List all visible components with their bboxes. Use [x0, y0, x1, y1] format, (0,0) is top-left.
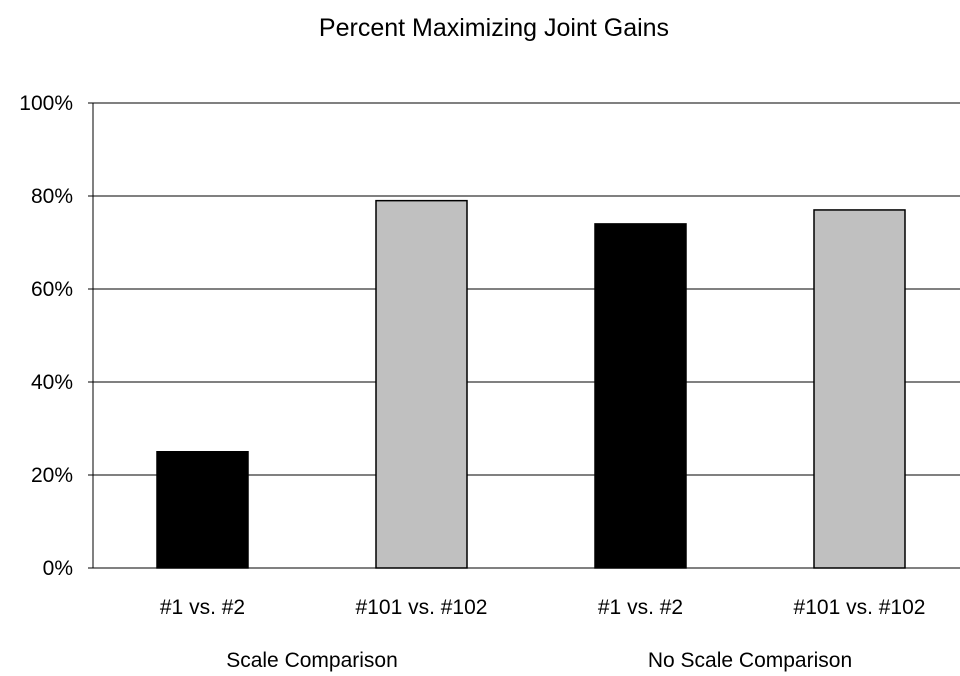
chart-title: Percent Maximizing Joint Gains — [318, 14, 670, 42]
x-tick-label: #101 vs. #102 — [794, 596, 926, 619]
bar — [375, 199, 468, 569]
group-label: Scale Comparison — [226, 649, 398, 672]
y-tick-label: 60% — [31, 278, 73, 301]
bar — [156, 451, 249, 569]
y-tick-label: 20% — [31, 464, 73, 487]
group-labels: Scale Comparison No Scale Comparison — [226, 649, 852, 672]
x-tick-label: #1 vs. #2 — [160, 596, 245, 619]
x-axis-ticks: #1 vs. #2 #101 vs. #102 #1 vs. #2 #101 vs. … — [160, 596, 926, 619]
y-tick-label: 80% — [31, 185, 73, 208]
bar — [594, 223, 687, 569]
x-tick-label: #101 vs. #102 — [356, 596, 488, 619]
bar — [813, 209, 906, 569]
y-tick-label: 40% — [31, 371, 73, 394]
y-tick-label: 100% — [19, 92, 73, 115]
y-axis-ticks: 0% 20% 40% 60% 80% 100% — [19, 92, 93, 580]
y-tick-label: 0% — [43, 557, 73, 580]
x-tick-label: #1 vs. #2 — [598, 596, 683, 619]
bars — [156, 199, 906, 569]
group-label: No Scale Comparison — [648, 649, 852, 672]
